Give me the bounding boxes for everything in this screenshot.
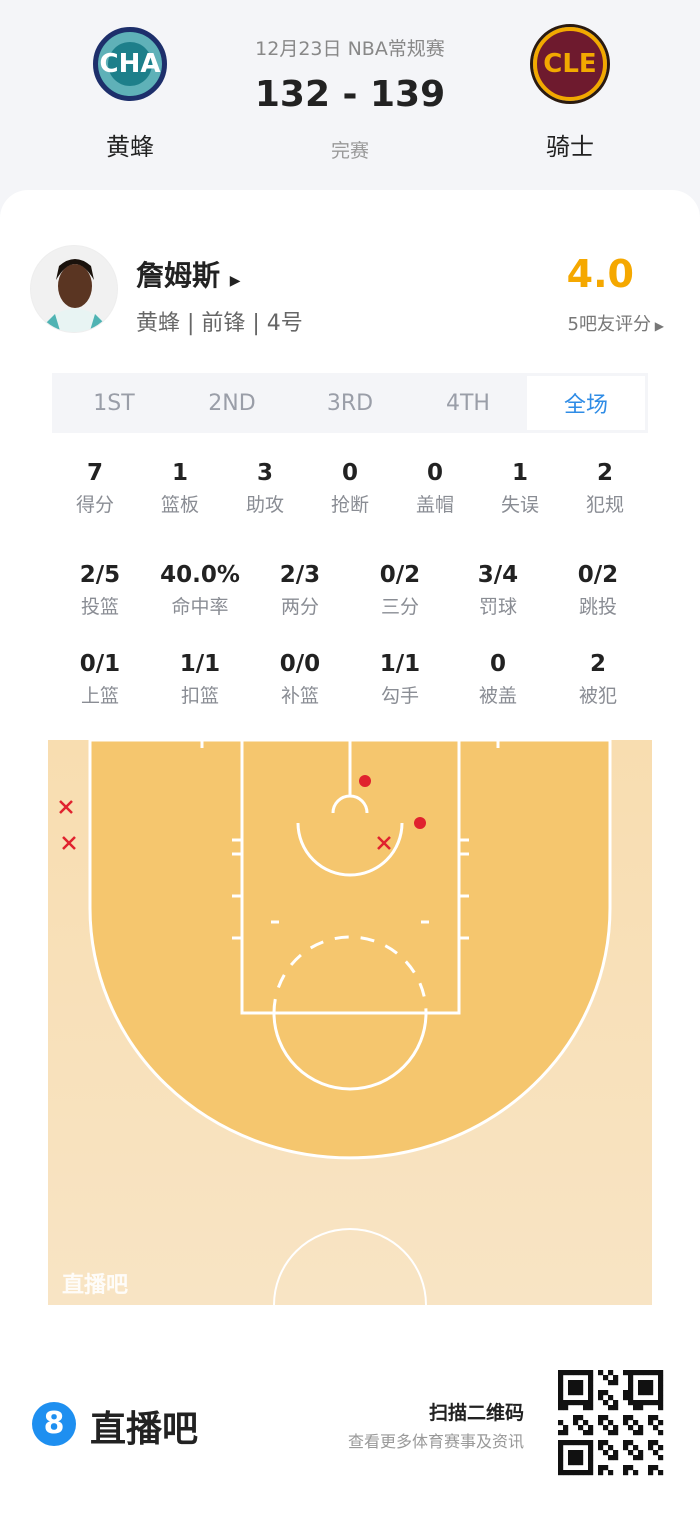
made-shot-marker [359,775,371,787]
player-name-link[interactable]: 詹姆斯 ▶ [136,254,241,294]
stat-label: 被盖 [478,685,517,707]
game-score: 132 - 139 [254,74,446,115]
stat-stats_row1-0: 7 得分 [45,460,145,517]
home-team-logo[interactable]: CHA [93,27,167,101]
stat-label: 扣篮 [180,685,219,707]
stat-value: 1 [171,460,188,486]
period-tabs: 1ST 2ND 3RD 4TH 全场 [52,373,648,433]
stat-label: 助攻 [245,494,284,516]
missed-shot-marker [377,836,391,850]
scan-qr-text: 扫描二维码 [428,1402,524,1424]
home-team-name[interactable]: 黄蜂 [106,133,154,161]
stat-stats_row1-3: 0 抢断 [300,460,400,517]
stat-value: 2/3 [279,562,321,588]
stat-stats_row1-4: 0 盖帽 [385,460,485,517]
stat-label: 三分 [380,596,419,618]
stat-stats_row3-4: 0 被盖 [448,651,548,708]
stat-label: 被犯 [578,685,617,707]
stat-value: 1/1 [379,651,421,677]
stat-value: 0/0 [279,651,321,677]
stat-label: 失误 [500,494,539,516]
made-shot-marker [414,817,426,829]
away-team-logo[interactable]: CLE [530,24,610,104]
qr-code[interactable] [558,1370,664,1476]
stat-stats_row2-4: 3/4 罚球 [448,562,548,619]
stat-value: 0 [426,460,443,486]
play-arrow-icon: ▶ [229,273,241,289]
play-arrow-icon: ▶ [650,319,664,333]
stat-stats_row2-2: 2/3 两分 [250,562,350,619]
missed-shot-marker [59,800,73,814]
stat-value: 0 [489,651,506,677]
player-name: 詹姆斯 [136,259,221,292]
stat-label: 补篮 [280,685,319,707]
stat-stats_row1-2: 3 助攻 [215,460,315,517]
brand-logo-icon: 8 [32,1402,76,1446]
stat-stats_row1-1: 1 篮板 [130,460,230,517]
stat-label: 罚球 [478,596,517,618]
game-date-type: 12月23日 NBA常规赛 [255,38,445,60]
stat-value: 3/4 [477,562,519,588]
stat-value: 0/1 [79,651,121,677]
tab-full-game[interactable]: 全场 [527,376,645,430]
player-info: 黄蜂 | 前锋 | 4号 [136,311,303,336]
stat-label: 篮板 [160,494,199,516]
stat-label: 抢断 [330,494,369,516]
stat-label: 得分 [75,494,114,516]
stat-label: 勾手 [380,685,419,707]
stat-label: 两分 [280,596,319,618]
tab-4th[interactable]: 4TH [446,390,490,416]
stat-label: 投篮 [80,596,119,618]
three-point-area [88,740,612,1160]
court-lines [200,740,500,1305]
stat-stats_row3-5: 2 被犯 [548,651,648,708]
stat-value: 3 [256,460,273,486]
stat-value: 1 [511,460,528,486]
stat-stats_row3-2: 0/0 补篮 [250,651,350,708]
stat-value: 0/2 [577,562,619,588]
stat-value: 2 [589,651,606,677]
stat-value: 2/5 [79,562,121,588]
stat-label: 命中率 [171,596,229,618]
missed-shot-marker [62,836,76,850]
away-team-name[interactable]: 骑士 [546,133,594,161]
shot-chart: 直播吧 [48,740,652,1305]
stat-label: 盖帽 [415,494,454,516]
rating-label: 5吧友评分 [567,314,651,335]
stat-label: 犯规 [585,494,624,516]
watermark: 直播吧 [62,1272,128,1298]
player-rating: 4.0 [566,252,634,296]
stat-stats_row3-3: 1/1 勾手 [350,651,450,708]
stat-stats_row1-5: 1 失误 [470,460,570,517]
stat-stats_row3-0: 0/1 上篮 [50,651,150,708]
tab-2nd[interactable]: 2ND [208,390,256,416]
stat-stats_row2-0: 2/5 投篮 [50,562,150,619]
stat-value: 1/1 [179,651,221,677]
game-status: 完赛 [330,140,369,162]
stat-value: 7 [86,460,103,486]
tab-3rd[interactable]: 3RD [326,390,374,416]
player-photo-icon [41,259,109,332]
stat-stats_row2-3: 0/2 三分 [350,562,450,619]
stat-stats_row1-6: 2 犯规 [555,460,655,517]
stat-value: 40.0% [160,562,240,588]
stat-stats_row2-1: 40.0% 命中率 [150,562,250,619]
stat-value: 0/2 [379,562,421,588]
stat-stats_row3-1: 1/1 扣篮 [150,651,250,708]
stat-value: 2 [596,460,613,486]
stat-stats_row2-5: 0/2 跳投 [548,562,648,619]
player-avatar[interactable] [30,245,118,333]
qr-subtext: 查看更多体育赛事及资讯 [347,1432,524,1451]
brand-name: 直播吧 [90,1409,199,1450]
rating-link[interactable]: 5吧友评分 ▶ [568,310,665,336]
tab-1st[interactable]: 1ST [93,390,135,416]
stat-value: 0 [341,460,358,486]
stat-label: 上篮 [80,685,119,707]
stat-label: 跳投 [578,596,617,618]
